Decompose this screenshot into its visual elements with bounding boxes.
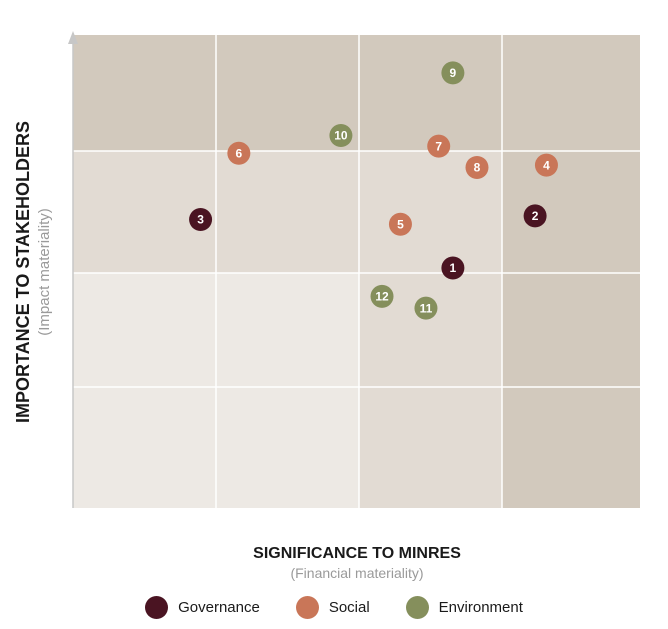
y-axis-title: IMPORTANCE TO STAKEHOLDERS [13, 121, 33, 423]
point-marker-9 [441, 61, 465, 85]
matrix-cell-3-2 [359, 387, 502, 508]
point-marker-5 [388, 212, 412, 236]
point-6: 6 [227, 141, 251, 165]
y-axis-arrow-icon [68, 31, 78, 44]
point-marker-11 [414, 296, 438, 320]
legend-dot-social [295, 596, 319, 619]
point-label-11: 11 [420, 301, 433, 315]
point-label-1: 1 [450, 261, 457, 275]
legend-item-governance: Governance [145, 596, 260, 619]
point-2: 2 [523, 204, 547, 228]
grid-lines [73, 35, 640, 508]
point-marker-2 [523, 204, 547, 228]
x-axis-subtitle: (Financial materiality) [290, 565, 423, 581]
point-10: 10 [329, 124, 353, 148]
matrix-cell-2-1 [216, 273, 359, 387]
matrix-cell-2-3 [502, 273, 640, 387]
matrix-cell-3-1 [216, 387, 359, 508]
point-1: 1 [441, 256, 465, 280]
point-marker-8 [465, 155, 489, 179]
matrix-cell-2-0 [73, 273, 216, 387]
point-3: 3 [189, 207, 213, 231]
point-label-8: 8 [474, 161, 481, 175]
point-marker-6 [227, 141, 251, 165]
y-axis-subtitle: (Impact materiality) [36, 208, 53, 336]
point-marker-4 [534, 153, 558, 177]
legend-label-governance: Governance [178, 599, 260, 616]
point-5: 5 [388, 212, 412, 236]
point-12: 12 [370, 284, 394, 308]
point-marker-1 [441, 256, 465, 280]
matrix-cell-0-0 [73, 35, 216, 151]
legend-label-environment: Environment [438, 599, 523, 616]
legend-item-social: Social [295, 596, 370, 619]
point-label-2: 2 [532, 209, 539, 223]
point-marker-10 [329, 124, 353, 148]
matrix-cell-1-1 [216, 151, 359, 273]
matrix-cell-0-2 [359, 35, 502, 151]
point-8: 8 [465, 155, 489, 179]
legend-label-social: Social [328, 599, 370, 616]
x-axis-title: SIGNIFICANCE TO MINRES [253, 545, 461, 562]
point-label-7: 7 [435, 139, 442, 153]
legend-dot-environment [405, 596, 429, 619]
point-label-6: 6 [236, 146, 243, 160]
point-label-5: 5 [397, 217, 404, 231]
matrix-cell-3-3 [502, 387, 640, 508]
point-7: 7 [427, 134, 451, 158]
point-marker-12 [370, 284, 394, 308]
point-label-9: 9 [450, 66, 457, 80]
point-9: 9 [441, 61, 465, 85]
matrix-cell-0-3 [502, 35, 640, 151]
matrix-cell-3-0 [73, 387, 216, 508]
point-label-10: 10 [334, 129, 348, 143]
point-4: 4 [534, 153, 558, 177]
matrix-background [73, 35, 640, 508]
point-11: 11 [414, 296, 438, 320]
legend-dot-governance [145, 596, 169, 619]
point-label-3: 3 [197, 213, 204, 227]
legend: Governance Social Environment [0, 596, 668, 619]
point-marker-3 [189, 207, 213, 231]
point-label-4: 4 [543, 158, 550, 172]
matrix-cell-1-3 [502, 151, 640, 273]
point-label-12: 12 [375, 290, 389, 304]
point-marker-7 [427, 134, 451, 158]
legend-item-environment: Environment [405, 596, 523, 619]
